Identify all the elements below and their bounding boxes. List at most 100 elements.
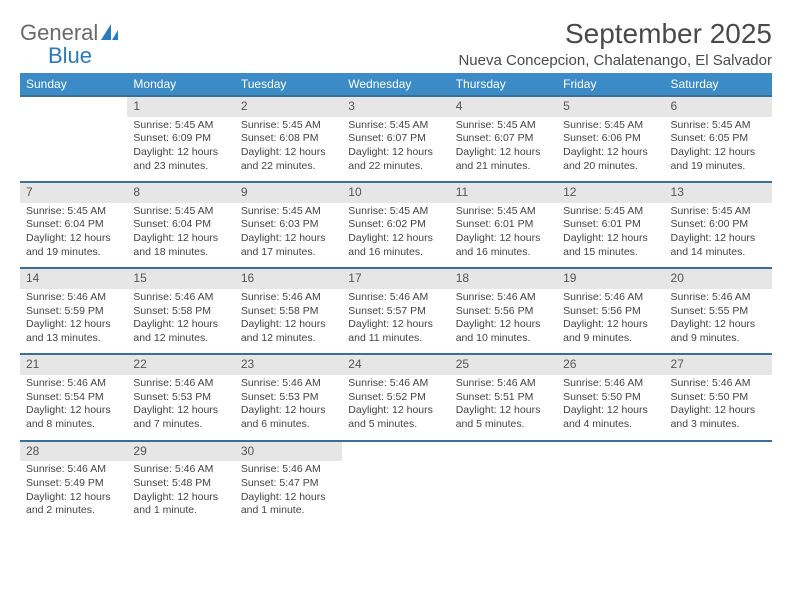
title-block: September 2025 Nueva Concepcion, Chalate… — [458, 18, 772, 69]
daylight-text: Daylight: 12 hours and 13 minutes. — [26, 318, 121, 345]
day-number: 16 — [235, 269, 342, 289]
logo-sail-icon — [101, 24, 119, 45]
calendar-cell: 3Sunrise: 5:45 AMSunset: 6:07 PMDaylight… — [342, 96, 449, 182]
day-number: 18 — [450, 269, 557, 289]
sunrise-text: Sunrise: 5:45 AM — [241, 119, 336, 133]
sunrise-text: Sunrise: 5:45 AM — [26, 205, 121, 219]
sunrise-text: Sunrise: 5:46 AM — [133, 463, 228, 477]
sunset-text: Sunset: 5:58 PM — [133, 305, 228, 319]
sunset-text: Sunset: 5:53 PM — [241, 391, 336, 405]
sunrise-text: Sunrise: 5:46 AM — [563, 291, 658, 305]
calendar-cell: 12Sunrise: 5:45 AMSunset: 6:01 PMDayligh… — [557, 182, 664, 268]
sunset-text: Sunset: 5:48 PM — [133, 477, 228, 491]
daylight-text: Daylight: 12 hours and 19 minutes. — [671, 146, 766, 173]
sunset-text: Sunset: 5:50 PM — [563, 391, 658, 405]
sunset-text: Sunset: 5:58 PM — [241, 305, 336, 319]
sunset-text: Sunset: 6:01 PM — [563, 218, 658, 232]
day-number: 22 — [127, 355, 234, 375]
weekday-header: Friday — [557, 73, 664, 96]
day-content: Sunrise: 5:46 AMSunset: 5:55 PMDaylight:… — [665, 289, 772, 354]
daylight-text: Daylight: 12 hours and 14 minutes. — [671, 232, 766, 259]
day-number: 24 — [342, 355, 449, 375]
calendar-page: General Blue September 2025 Nueva Concep… — [0, 0, 792, 526]
calendar-cell: 18Sunrise: 5:46 AMSunset: 5:56 PMDayligh… — [450, 268, 557, 354]
logo-text-blue: Blue — [20, 43, 92, 68]
day-number: 6 — [665, 97, 772, 117]
sunset-text: Sunset: 5:49 PM — [26, 477, 121, 491]
calendar-cell: 25Sunrise: 5:46 AMSunset: 5:51 PMDayligh… — [450, 354, 557, 440]
calendar-cell: 19Sunrise: 5:46 AMSunset: 5:56 PMDayligh… — [557, 268, 664, 354]
daylight-text: Daylight: 12 hours and 23 minutes. — [133, 146, 228, 173]
sunrise-text: Sunrise: 5:46 AM — [241, 291, 336, 305]
daylight-text: Daylight: 12 hours and 17 minutes. — [241, 232, 336, 259]
day-content: Sunrise: 5:45 AMSunset: 6:02 PMDaylight:… — [342, 203, 449, 268]
day-content: Sunrise: 5:45 AMSunset: 6:04 PMDaylight:… — [127, 203, 234, 268]
logo-text-block: General Blue — [20, 22, 119, 68]
sunset-text: Sunset: 6:07 PM — [456, 132, 551, 146]
calendar-cell: 17Sunrise: 5:46 AMSunset: 5:57 PMDayligh… — [342, 268, 449, 354]
location: Nueva Concepcion, Chalatenango, El Salva… — [458, 52, 772, 69]
day-content: Sunrise: 5:46 AMSunset: 5:51 PMDaylight:… — [450, 375, 557, 440]
daylight-text: Daylight: 12 hours and 18 minutes. — [133, 232, 228, 259]
sunrise-text: Sunrise: 5:46 AM — [133, 377, 228, 391]
sunrise-text: Sunrise: 5:45 AM — [133, 119, 228, 133]
daylight-text: Daylight: 12 hours and 6 minutes. — [241, 404, 336, 431]
calendar-cell: 29Sunrise: 5:46 AMSunset: 5:48 PMDayligh… — [127, 441, 234, 526]
sunrise-text: Sunrise: 5:45 AM — [456, 205, 551, 219]
day-content: Sunrise: 5:46 AMSunset: 5:54 PMDaylight:… — [20, 375, 127, 440]
day-content: Sunrise: 5:45 AMSunset: 6:09 PMDaylight:… — [127, 117, 234, 182]
header: General Blue September 2025 Nueva Concep… — [20, 18, 772, 69]
sunset-text: Sunset: 5:52 PM — [348, 391, 443, 405]
calendar-cell: 1Sunrise: 5:45 AMSunset: 6:09 PMDaylight… — [127, 96, 234, 182]
calendar-cell — [557, 441, 664, 526]
daylight-text: Daylight: 12 hours and 1 minute. — [241, 491, 336, 518]
daylight-text: Daylight: 12 hours and 4 minutes. — [563, 404, 658, 431]
sunrise-text: Sunrise: 5:45 AM — [348, 119, 443, 133]
day-content: Sunrise: 5:45 AMSunset: 6:06 PMDaylight:… — [557, 117, 664, 182]
sunrise-text: Sunrise: 5:46 AM — [671, 291, 766, 305]
day-number: 28 — [20, 442, 127, 462]
day-content: Sunrise: 5:46 AMSunset: 5:47 PMDaylight:… — [235, 461, 342, 526]
calendar-cell — [665, 441, 772, 526]
daylight-text: Daylight: 12 hours and 8 minutes. — [26, 404, 121, 431]
logo-text-gray: General — [20, 20, 98, 45]
calendar-cell: 6Sunrise: 5:45 AMSunset: 6:05 PMDaylight… — [665, 96, 772, 182]
calendar-row: 14Sunrise: 5:46 AMSunset: 5:59 PMDayligh… — [20, 268, 772, 354]
weekday-header-row: Sunday Monday Tuesday Wednesday Thursday… — [20, 73, 772, 96]
calendar-cell: 11Sunrise: 5:45 AMSunset: 6:01 PMDayligh… — [450, 182, 557, 268]
day-number: 23 — [235, 355, 342, 375]
daylight-text: Daylight: 12 hours and 20 minutes. — [563, 146, 658, 173]
daylight-text: Daylight: 12 hours and 16 minutes. — [348, 232, 443, 259]
day-content: Sunrise: 5:45 AMSunset: 6:05 PMDaylight:… — [665, 117, 772, 182]
day-number: 14 — [20, 269, 127, 289]
sunset-text: Sunset: 6:02 PM — [348, 218, 443, 232]
daylight-text: Daylight: 12 hours and 5 minutes. — [456, 404, 551, 431]
sunset-text: Sunset: 6:00 PM — [671, 218, 766, 232]
sunset-text: Sunset: 6:06 PM — [563, 132, 658, 146]
day-content: Sunrise: 5:46 AMSunset: 5:53 PMDaylight:… — [235, 375, 342, 440]
sunset-text: Sunset: 5:51 PM — [456, 391, 551, 405]
sunset-text: Sunset: 6:04 PM — [133, 218, 228, 232]
daylight-text: Daylight: 12 hours and 22 minutes. — [241, 146, 336, 173]
day-number: 2 — [235, 97, 342, 117]
daylight-text: Daylight: 12 hours and 9 minutes. — [563, 318, 658, 345]
day-content: Sunrise: 5:46 AMSunset: 5:57 PMDaylight:… — [342, 289, 449, 354]
day-number: 3 — [342, 97, 449, 117]
daylight-text: Daylight: 12 hours and 21 minutes. — [456, 146, 551, 173]
calendar-body: 1Sunrise: 5:45 AMSunset: 6:09 PMDaylight… — [20, 96, 772, 526]
day-number: 7 — [20, 183, 127, 203]
weekday-header: Monday — [127, 73, 234, 96]
day-content: Sunrise: 5:45 AMSunset: 6:03 PMDaylight:… — [235, 203, 342, 268]
day-content: Sunrise: 5:46 AMSunset: 5:52 PMDaylight:… — [342, 375, 449, 440]
day-content: Sunrise: 5:46 AMSunset: 5:50 PMDaylight:… — [665, 375, 772, 440]
sunrise-text: Sunrise: 5:45 AM — [563, 119, 658, 133]
sunrise-text: Sunrise: 5:45 AM — [133, 205, 228, 219]
sunset-text: Sunset: 5:56 PM — [456, 305, 551, 319]
calendar-cell: 10Sunrise: 5:45 AMSunset: 6:02 PMDayligh… — [342, 182, 449, 268]
day-number: 29 — [127, 442, 234, 462]
day-content: Sunrise: 5:45 AMSunset: 6:01 PMDaylight:… — [557, 203, 664, 268]
calendar-row: 7Sunrise: 5:45 AMSunset: 6:04 PMDaylight… — [20, 182, 772, 268]
day-content: Sunrise: 5:46 AMSunset: 5:59 PMDaylight:… — [20, 289, 127, 354]
sunset-text: Sunset: 6:05 PM — [671, 132, 766, 146]
day-content: Sunrise: 5:46 AMSunset: 5:50 PMDaylight:… — [557, 375, 664, 440]
